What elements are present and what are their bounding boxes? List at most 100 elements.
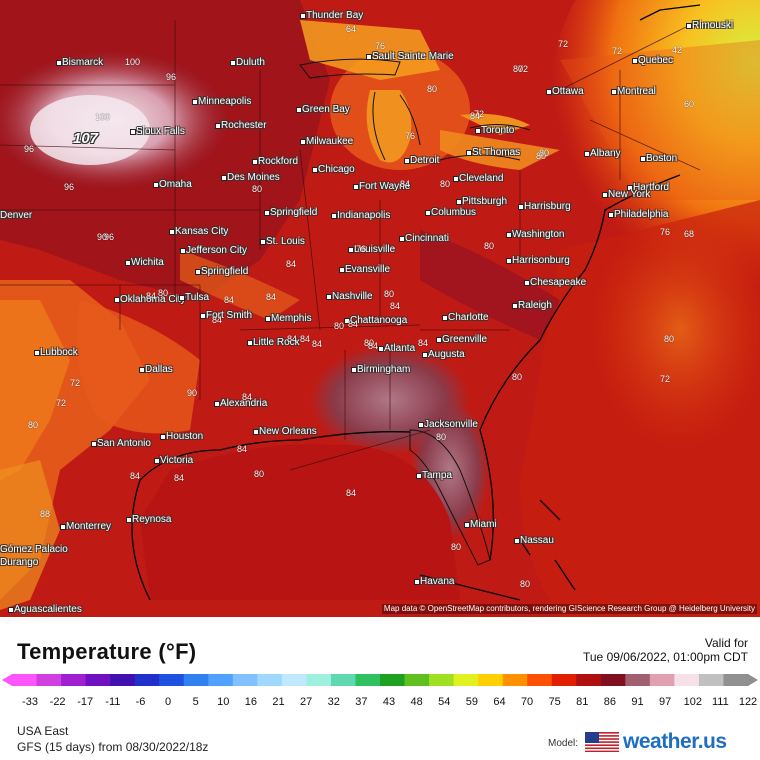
isoline-value: 72 — [474, 109, 485, 119]
isoline-value: 42 — [672, 45, 683, 55]
isoline-value: 72 — [70, 378, 81, 388]
city-marker — [312, 167, 318, 173]
isoline-value: 84 — [224, 295, 235, 305]
isoline-value: 80 — [520, 579, 531, 589]
color-bar-segment — [453, 674, 479, 686]
color-scale-tick: 5 — [192, 696, 199, 708]
city-label: Pittsburgh — [462, 196, 508, 207]
city-marker — [399, 236, 405, 242]
city-marker — [300, 13, 306, 19]
city-label: Des Moines — [227, 172, 280, 183]
city-marker — [422, 352, 428, 358]
color-bar-segment — [183, 674, 209, 686]
isoline-value: 80 — [436, 432, 447, 442]
city-label: Albany — [590, 148, 621, 159]
city-label: Louisville — [354, 244, 396, 255]
city-marker — [524, 280, 530, 286]
city-label: Birmingham — [357, 364, 411, 375]
city-marker — [506, 232, 512, 238]
color-scale-tick: -22 — [49, 696, 66, 708]
city-marker — [56, 60, 62, 66]
city-marker — [348, 247, 354, 253]
isoline-value: 80 — [252, 184, 263, 194]
isoline-value: 90 — [187, 388, 198, 398]
isoline-value: 96 — [166, 72, 177, 82]
isoline-value: 84 — [390, 301, 401, 311]
city-marker — [416, 473, 422, 479]
city-label: Montreal — [617, 86, 656, 97]
city-label: Harrisonburg — [512, 255, 570, 266]
brand-logo[interactable]: weather.us — [623, 730, 727, 753]
color-bar-segment — [674, 674, 700, 686]
isoline-value: 80 — [334, 321, 345, 331]
isoline-value: 84 — [400, 179, 411, 189]
color-bar-segment — [12, 674, 38, 686]
city-label: Victoria — [160, 455, 194, 466]
city-label: Springfield — [201, 266, 249, 277]
city-label: Detroit — [410, 155, 440, 166]
temperature-field — [0, 0, 760, 617]
city-label: Cincinnati — [405, 233, 449, 244]
city-label: Tulsa — [185, 292, 210, 303]
color-bar-segment — [698, 674, 724, 686]
city-marker — [353, 184, 359, 190]
isoline-value: 80 — [384, 289, 395, 299]
city-marker — [91, 441, 97, 447]
isoline-value: 72 — [612, 46, 623, 56]
color-scale-tick: 91 — [631, 696, 644, 708]
isoline-value: 84 — [146, 291, 157, 301]
city-label: Rochester — [221, 120, 267, 131]
color-bar-segment — [625, 674, 651, 686]
isoline-value: 84 — [312, 339, 323, 349]
isoline-value: 96 — [104, 232, 115, 242]
city-label: Nassau — [520, 535, 554, 546]
isoline-value: 80 — [364, 338, 375, 348]
city-marker — [584, 151, 590, 157]
city-label: Monterrey — [66, 521, 112, 532]
city-label: Chicago — [318, 164, 355, 175]
city-label: Greenville — [442, 334, 488, 345]
city-label: Rimouski — [692, 20, 734, 31]
city-label: Columbus — [431, 207, 477, 218]
city-label: Wichita — [131, 257, 164, 268]
city-marker — [195, 269, 201, 275]
city-label: Philadelphia — [614, 209, 669, 220]
city-label: St. Louis — [266, 236, 305, 247]
map-credits: Map data © OpenStreetMap contributors, r… — [381, 604, 757, 614]
city-label: Evansville — [345, 264, 391, 275]
city-marker — [300, 139, 306, 145]
color-scale-tick: 122 — [738, 696, 758, 708]
temperature-map[interactable]: 107 Thunder Bay Rimouski Bismarck Duluth Sau… — [0, 0, 760, 617]
valid-for-label: Valid for — [704, 636, 748, 650]
color-bar-segment — [281, 674, 307, 686]
city-label: San Antonio — [97, 438, 151, 449]
isoline-value: 76 — [375, 41, 386, 51]
city-label: Miami — [470, 519, 497, 530]
color-bar-segment — [110, 674, 136, 686]
city-marker — [260, 239, 266, 245]
city-label: Atlanta — [384, 343, 416, 354]
model-run-label: GFS (15 days) from 08/30/2022/18z — [17, 740, 209, 754]
isoline-value: 84 — [368, 341, 379, 351]
isoline-value: 100 — [95, 112, 111, 122]
city-label: Minneapolis — [198, 96, 252, 107]
isoline-value: 80 — [513, 64, 524, 74]
city-marker — [247, 340, 253, 346]
city-marker — [378, 346, 384, 352]
city-label: Omaha — [159, 179, 192, 190]
isoline-value: 90 — [97, 232, 108, 242]
city-label: New York — [608, 189, 651, 200]
color-scale-tick: 97 — [659, 696, 672, 708]
color-bar-cap-left — [2, 674, 12, 686]
city-label: Green Bay — [302, 104, 350, 115]
city-marker — [221, 175, 227, 181]
city-marker — [512, 303, 518, 309]
isoline-value: 84 — [174, 473, 185, 483]
city-label: Rockford — [258, 156, 299, 167]
city-marker — [414, 579, 420, 585]
city-marker — [456, 199, 462, 205]
color-bar-segment — [600, 674, 626, 686]
city-label: New Orleans — [259, 426, 317, 437]
city-label: Chattanooga — [350, 315, 408, 326]
city-label: Jefferson City — [186, 245, 247, 256]
